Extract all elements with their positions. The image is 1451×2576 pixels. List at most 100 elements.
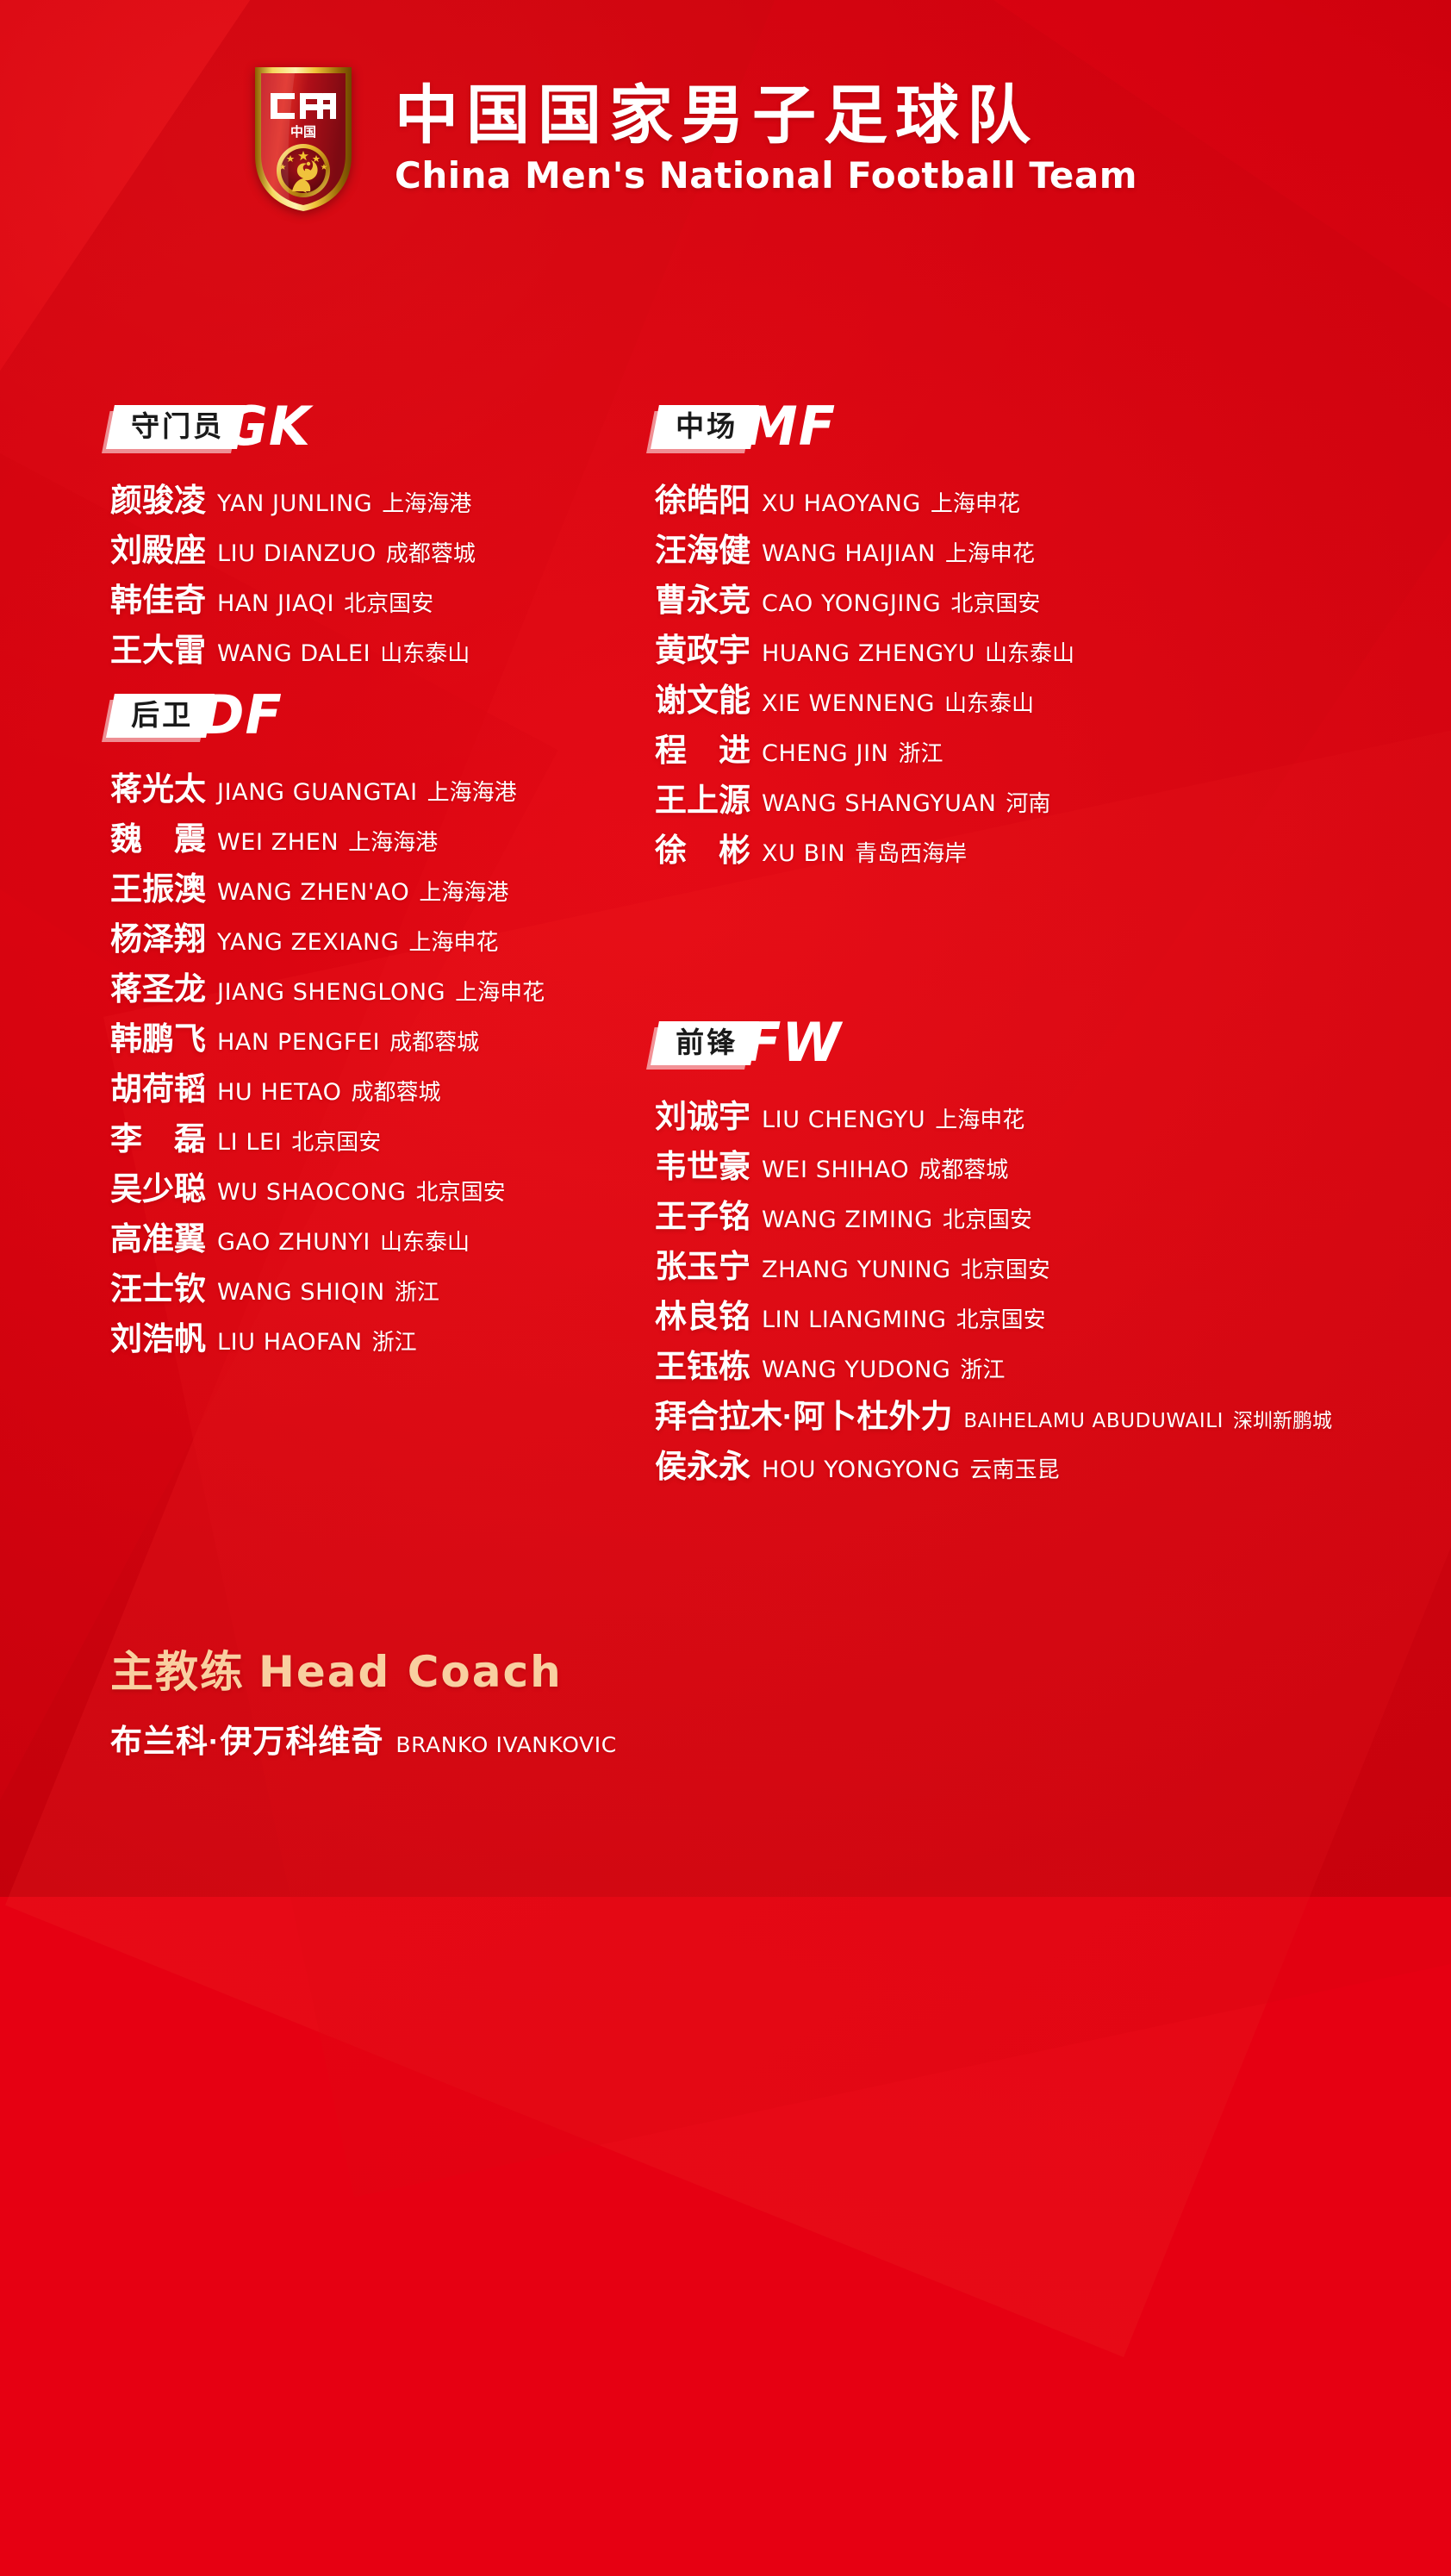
section-tag-label-gk: 守门员 xyxy=(131,410,225,442)
player-name-cn: 程 进 xyxy=(655,733,750,768)
player-name-pinyin: JIANG SHENGLONG xyxy=(217,979,446,1006)
player-row: 刘殿座 LIU DIANZUO 成都蓉城 xyxy=(110,533,476,568)
section-tag-mf: 中场 xyxy=(651,405,759,449)
roster-body: 守门员 GK 颜骏凌 YAN JUNLING 上海海港 刘殿座 LIU DIANZUO 成… xyxy=(106,400,1332,1484)
player-name-pinyin: JIANG GUANGTAI xyxy=(217,779,418,806)
player-name-pinyin: WANG DALEI xyxy=(217,640,371,667)
player-row: 黄政宇 HUANG ZHENGYU 山东泰山 xyxy=(655,633,1074,668)
player-name-cn: 黄政宇 xyxy=(655,633,750,668)
player-name-pinyin: BAIHELAMU ABUDUWAILI xyxy=(963,1410,1224,1432)
player-row: 王振澳 WANG ZHEN'AO 上海海港 xyxy=(110,872,545,907)
player-club: 成都蓉城 xyxy=(389,1029,480,1055)
player-name-cn: 王大雷 xyxy=(110,633,206,668)
section-tag-fw: 前锋 xyxy=(651,1021,759,1065)
player-name-pinyin: XU HAOYANG xyxy=(762,490,921,517)
player-name-pinyin: WANG ZIMING xyxy=(762,1207,933,1233)
player-club: 河南 xyxy=(1006,790,1051,816)
section-abbr-mf: MF xyxy=(744,395,837,458)
player-row: 王子铭 WANG ZIMING 北京国安 xyxy=(655,1199,1332,1234)
player-name-pinyin: WANG SHANGYUAN xyxy=(762,790,997,817)
player-row: 颜骏凌 YAN JUNLING 上海海港 xyxy=(110,483,476,518)
player-club: 上海海港 xyxy=(382,490,472,516)
head-coach-name-en: BRANKO IVANKOVIC xyxy=(395,1732,617,1757)
player-list-fw: 刘诚宇 LIU CHENGYU 上海申花 韦世豪 WEI SHIHAO 成都蓉城 王子铭 WA… xyxy=(655,1100,1332,1484)
player-name-cn: 拜合拉木·阿卜杜外力 xyxy=(655,1399,953,1434)
player-name-pinyin: LIN LIANGMING xyxy=(762,1307,947,1333)
section-goalkeepers: 守门员 GK 颜骏凌 YAN JUNLING 上海海港 刘殿座 LIU DIANZUO 成… xyxy=(106,400,476,684)
player-name-pinyin: XIE WENNENG xyxy=(762,690,936,717)
section-defenders: 后卫 DF 蒋光太 JIANG GUANGTAI 上海海港魏 震 WEI ZHEN 上海… xyxy=(106,689,545,1373)
player-row: 程 进 CHENG JIN 浙江 xyxy=(655,733,1074,768)
player-row: 王钰栋 WANG YUDONG 浙江 xyxy=(655,1350,1332,1384)
page-title-en: China Men's National Football Team xyxy=(395,154,1137,197)
player-club: 北京国安 xyxy=(291,1129,382,1155)
player-name-cn: 颜骏凌 xyxy=(110,483,206,518)
player-name-cn: 王上源 xyxy=(655,783,750,818)
player-club: 山东泰山 xyxy=(984,640,1074,666)
player-row: 刘浩帆 LIU HAOFAN 浙江 xyxy=(110,1321,545,1357)
player-row: 谢文能 XIE WENNENG 山东泰山 xyxy=(655,683,1074,718)
player-club: 北京国安 xyxy=(415,1179,506,1205)
player-row: 刘诚宇 LIU CHENGYU 上海申花 xyxy=(655,1100,1332,1134)
player-club: 上海申花 xyxy=(944,540,1035,566)
player-club: 浙江 xyxy=(960,1357,1006,1382)
player-name-pinyin: HAN JIAQI xyxy=(217,590,335,617)
player-name-pinyin: HOU YONGYONG xyxy=(762,1456,961,1483)
background-vignette xyxy=(0,0,1451,1897)
player-club: 北京国安 xyxy=(344,590,434,616)
player-row: 高准翼 GAO ZHUNYI 山东泰山 xyxy=(110,1221,545,1257)
player-row: 林良铭 LIN LIANGMING 北京国安 xyxy=(655,1300,1332,1334)
head-coach-label-en: Head Coach xyxy=(258,1647,563,1697)
player-name-pinyin: HUANG ZHENGYU xyxy=(762,640,975,667)
player-name-cn: 汪士钦 xyxy=(110,1271,206,1307)
player-name-cn: 汪海健 xyxy=(655,533,750,568)
player-club: 北京国安 xyxy=(960,1257,1050,1282)
player-row: 魏 震 WEI ZHEN 上海海港 xyxy=(110,822,545,857)
player-name-cn: 高准翼 xyxy=(110,1221,206,1257)
section-abbr-df: DF xyxy=(200,683,283,746)
player-row: 徐 彬 XU BIN 青岛西海岸 xyxy=(655,833,1074,868)
player-row: 韩鹏飞 HAN PENGFEI 成都蓉城 xyxy=(110,1022,545,1057)
player-name-cn: 杨泽翔 xyxy=(110,921,206,957)
player-club: 成都蓉城 xyxy=(351,1079,441,1105)
player-name-pinyin: YANG ZEXIANG xyxy=(217,929,400,956)
player-name-pinyin: WANG HAIJIAN xyxy=(762,540,936,567)
player-club: 上海海港 xyxy=(427,779,517,805)
player-name-pinyin: LIU CHENGYU xyxy=(762,1107,926,1133)
player-row: 王大雷 WANG DALEI 山东泰山 xyxy=(110,633,476,668)
section-tag-label-mf: 中场 xyxy=(676,410,738,442)
player-name-cn: 谢文能 xyxy=(655,683,750,718)
player-list-gk: 颜骏凌 YAN JUNLING 上海海港 刘殿座 LIU DIANZUO 成都蓉城 韩佳奇 H… xyxy=(110,483,476,668)
player-name-pinyin: LI LEI xyxy=(217,1129,283,1156)
player-name-pinyin: ZHANG YUNING xyxy=(762,1257,951,1283)
player-row: 李 磊 LI LEI 北京国安 xyxy=(110,1121,545,1157)
player-name-cn: 侯永永 xyxy=(655,1448,750,1484)
player-name-cn: 刘浩帆 xyxy=(110,1321,206,1357)
player-name-pinyin: LIU DIANZUO xyxy=(217,540,377,567)
player-name-cn: 徐 彬 xyxy=(655,833,750,868)
player-name-cn: 刘殿座 xyxy=(110,533,206,568)
player-club: 上海海港 xyxy=(348,829,439,855)
player-name-pinyin: WEI ZHEN xyxy=(217,829,339,856)
player-row: 汪海健 WANG HAIJIAN 上海申花 xyxy=(655,533,1074,568)
player-list-df: 蒋光太 JIANG GUANGTAI 上海海港魏 震 WEI ZHEN 上海海港 王振澳 W… xyxy=(110,772,545,1357)
section-abbr-gk: GK xyxy=(224,395,311,458)
player-row: 杨泽翔 YANG ZEXIANG 上海申花 xyxy=(110,921,545,957)
player-club: 青岛西海岸 xyxy=(855,840,968,866)
player-name-cn: 李 磊 xyxy=(110,1121,206,1157)
player-name-cn: 曹永竞 xyxy=(655,583,750,618)
player-name-cn: 王子铭 xyxy=(655,1199,750,1234)
section-header-df: 后卫 DF xyxy=(106,689,545,751)
player-name-cn: 吴少聪 xyxy=(110,1171,206,1207)
cfa-crest-logo-icon: 中国 xyxy=(252,62,355,214)
player-club: 云南玉昆 xyxy=(969,1456,1060,1482)
player-row: 胡荷韬 HU HETAO 成都蓉城 xyxy=(110,1072,545,1107)
section-header-gk: 守门员 GK xyxy=(106,400,476,462)
section-abbr-fw: FW xyxy=(744,1011,842,1074)
head-coach-label-cn: 主教练 xyxy=(110,1648,245,1696)
player-name-pinyin: WANG YUDONG xyxy=(762,1357,951,1383)
player-club: 山东泰山 xyxy=(944,690,1035,716)
section-header-mf: 中场 MF xyxy=(651,400,1074,462)
player-club: 北京国安 xyxy=(956,1307,1046,1332)
player-name-pinyin: YAN JUNLING xyxy=(217,490,373,517)
